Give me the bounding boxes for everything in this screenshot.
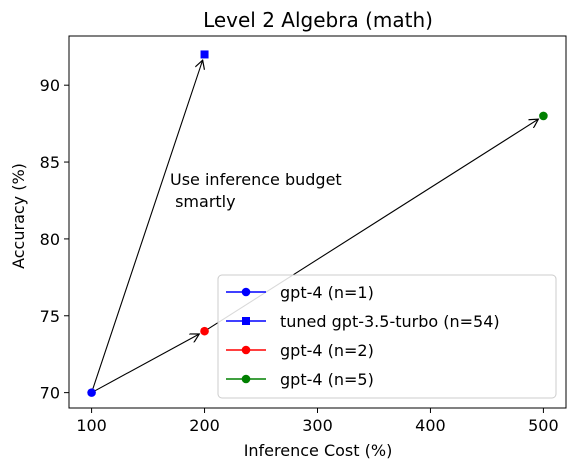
legend-label: gpt-4 (n=1) [280, 283, 374, 302]
legend-marker [241, 374, 251, 384]
chart-title: Level 2 Algebra (math) [203, 8, 433, 32]
annotation-arrow [93, 334, 199, 392]
y-tick-label: 75 [40, 307, 60, 326]
annotation-arrow [92, 60, 203, 390]
x-tick-label: 200 [189, 416, 220, 435]
data-point [87, 388, 96, 397]
legend-marker [241, 345, 251, 355]
y-tick-label: 80 [40, 230, 60, 249]
annotation-line-2: smartly [170, 192, 236, 211]
y-tick-label: 70 [40, 384, 60, 403]
legend-label: gpt-4 (n=5) [280, 370, 374, 389]
legend-marker [241, 287, 251, 297]
data-point [539, 111, 548, 121]
x-axis-label: Inference Cost (%) [244, 441, 393, 460]
data-point [200, 326, 209, 336]
annotation-text: Use inference budget smartly [170, 170, 347, 211]
x-tick-label: 400 [415, 416, 446, 435]
y-axis-label: Accuracy (%) [9, 163, 28, 269]
legend-label: gpt-4 (n=2) [280, 341, 374, 360]
legend-box [217, 274, 557, 399]
y-tick-label: 85 [40, 153, 60, 172]
data-point [200, 50, 209, 59]
y-tick-label: 90 [40, 76, 60, 95]
annotation-line-1: Use inference budget [170, 170, 342, 189]
legend-label: tuned gpt-3.5-turbo (n=54) [280, 312, 500, 331]
legend: gpt-4 (n=1) tuned gpt-3.5-turbo (n=54) gpt… [217, 274, 557, 399]
x-tick-label: 500 [528, 416, 559, 435]
x-tick-label: 100 [76, 416, 107, 435]
x-tick-label: 300 [302, 416, 333, 435]
legend-marker [242, 317, 250, 325]
